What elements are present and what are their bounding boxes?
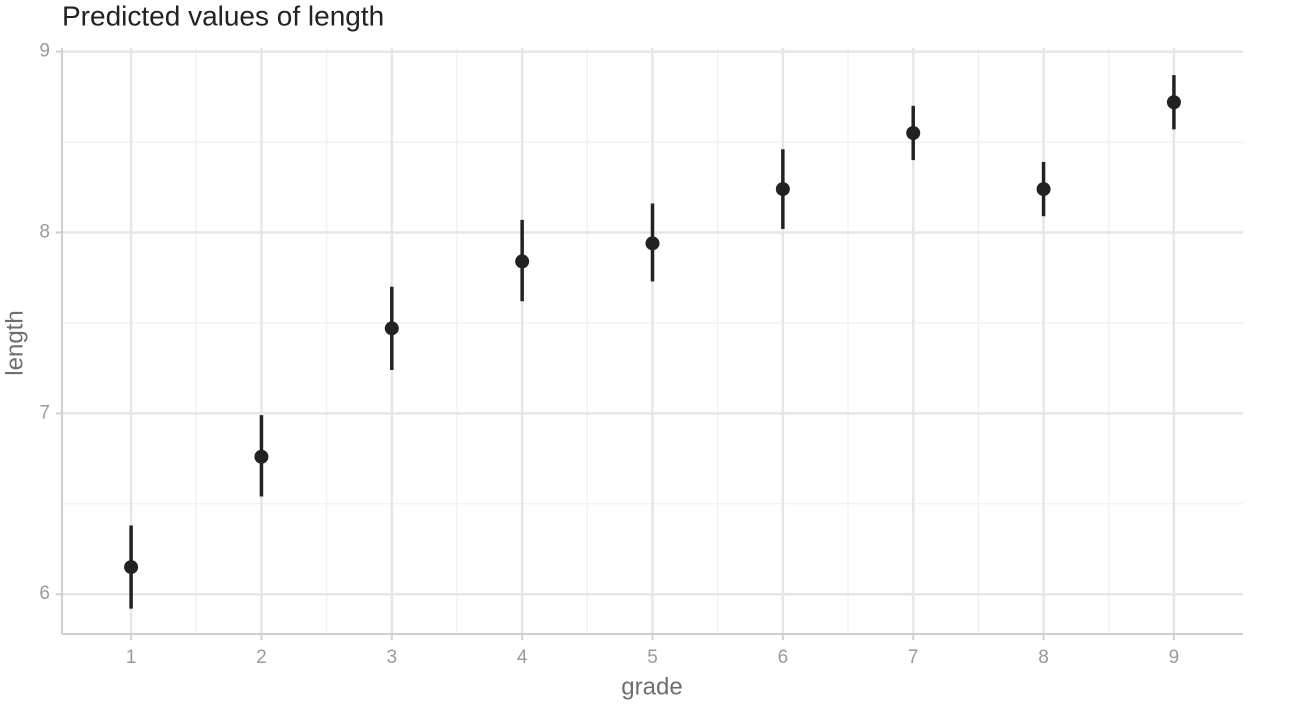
point <box>515 254 530 269</box>
point <box>645 236 660 251</box>
point <box>1166 95 1181 110</box>
y-tick-label: 6 <box>39 583 50 604</box>
y-tick-label: 9 <box>39 41 50 62</box>
x-tick-label: 8 <box>1038 647 1049 668</box>
chart-title: Predicted values of length <box>62 0 384 31</box>
x-tick-label: 2 <box>256 647 267 668</box>
point <box>254 449 269 464</box>
grid <box>56 48 1243 640</box>
point <box>775 182 790 197</box>
point <box>906 126 921 141</box>
x-tick-label: 4 <box>517 647 528 668</box>
x-tick-label: 7 <box>908 647 919 668</box>
x-tick-label: 5 <box>647 647 658 668</box>
x-tick-label: 1 <box>126 647 137 668</box>
x-tick-label: 3 <box>387 647 398 668</box>
x-tick-label: 6 <box>778 647 789 668</box>
point <box>1036 182 1051 197</box>
y-tick-label: 8 <box>39 221 50 242</box>
marks <box>124 75 1181 609</box>
x-tick-label: 9 <box>1169 647 1180 668</box>
y-axis-title: length <box>1 310 28 375</box>
y-tick-label: 7 <box>39 402 50 423</box>
x-axis-title: grade <box>621 673 682 700</box>
point <box>384 321 399 336</box>
point <box>124 560 139 575</box>
